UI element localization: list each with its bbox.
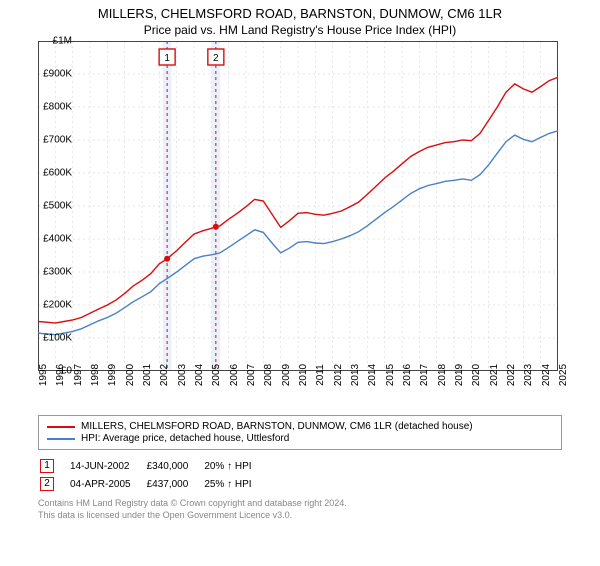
x-axis-tick-label: 2009 [281,364,292,386]
transaction-marker: 2 [40,477,54,491]
x-axis-tick-label: 2014 [367,364,378,386]
x-axis-tick-label: 2024 [541,364,552,386]
x-axis-tick-label: 2016 [402,364,413,386]
x-axis-tick-label: 1999 [107,364,118,386]
legend-item: HPI: Average price, detached house, Uttl… [47,433,553,444]
page-subtitle: Price paid vs. HM Land Registry's House … [0,23,600,37]
x-axis-tick-label: 1996 [55,364,66,386]
transaction-price: £340,000 [147,458,203,474]
x-axis-tick-label: 2015 [385,364,396,386]
y-axis-tick-label: £400K [43,234,72,245]
transaction-date: 14-JUN-2002 [70,458,145,474]
transaction-delta: 25% ↑ HPI [204,476,265,492]
x-axis-tick-label: 2006 [229,364,240,386]
y-axis-tick-label: £800K [43,102,72,113]
x-axis-tick-label: 2007 [246,364,257,386]
x-axis-tick-label: 2019 [454,364,465,386]
x-axis-tick-label: 2012 [333,364,344,386]
legend: MILLERS, CHELMSFORD ROAD, BARNSTON, DUNM… [38,415,562,450]
x-axis-tick-label: 1998 [90,364,101,386]
legend-item: MILLERS, CHELMSFORD ROAD, BARNSTON, DUNM… [47,421,553,432]
y-axis-tick-label: £900K [43,69,72,80]
svg-text:2: 2 [213,53,219,64]
y-axis-tick-label: £700K [43,135,72,146]
x-axis-tick-label: 2003 [177,364,188,386]
x-axis-tick-label: 2011 [315,364,326,386]
y-axis-tick-label: £1M [53,36,72,47]
y-axis-tick-label: £600K [43,168,72,179]
x-axis-tick-label: 2022 [506,364,517,386]
x-axis-tick-label: 2017 [419,364,430,386]
x-axis-tick-label: 2000 [125,364,136,386]
chart-area: 12 £0£100K£200K£300K£400K£500K£600K£700K… [38,41,598,411]
chart-svg: 12 [38,41,558,371]
x-axis-tick-label: 2008 [263,364,274,386]
x-axis-tick-label: 2004 [194,364,205,386]
legend-label: HPI: Average price, detached house, Uttl… [81,433,289,444]
transaction-date: 04-APR-2005 [70,476,145,492]
footer-line1: Contains HM Land Registry data © Crown c… [38,498,562,510]
x-axis-tick-label: 2020 [471,364,482,386]
transaction-marker: 1 [40,459,54,473]
page-title: MILLERS, CHELMSFORD ROAD, BARNSTON, DUNM… [0,6,600,21]
x-axis-tick-label: 2018 [437,364,448,386]
x-axis-tick-label: 1997 [73,364,84,386]
x-axis-tick-label: 1995 [38,364,49,386]
x-axis-tick-label: 2001 [142,364,153,386]
y-axis-tick-label: £500K [43,201,72,212]
x-axis-tick-label: 2025 [558,364,569,386]
footer-line2: This data is licensed under the Open Gov… [38,510,562,522]
x-axis-tick-label: 2023 [523,364,534,386]
legend-label: MILLERS, CHELMSFORD ROAD, BARNSTON, DUNM… [81,421,473,432]
y-axis-tick-label: £200K [43,300,72,311]
legend-swatch [47,438,75,440]
svg-text:1: 1 [164,53,170,64]
y-axis-tick-label: £300K [43,267,72,278]
legend-swatch [47,426,75,428]
y-axis-tick-label: £100K [43,333,72,344]
x-axis-tick-label: 2013 [350,364,361,386]
transaction-table: 1 14-JUN-2002£340,00020% ↑ HPI 2 04-APR-200… [38,456,268,494]
x-axis-tick-label: 2005 [211,364,222,386]
footer-attribution: Contains HM Land Registry data © Crown c… [38,498,562,521]
transaction-price: £437,000 [147,476,203,492]
transaction-delta: 20% ↑ HPI [204,458,265,474]
x-axis-tick-label: 2021 [489,364,500,386]
x-axis-tick-label: 2002 [159,364,170,386]
table-row: 1 14-JUN-2002£340,00020% ↑ HPI [40,458,266,474]
table-row: 2 04-APR-2005£437,00025% ↑ HPI [40,476,266,492]
x-axis-tick-label: 2010 [298,364,309,386]
